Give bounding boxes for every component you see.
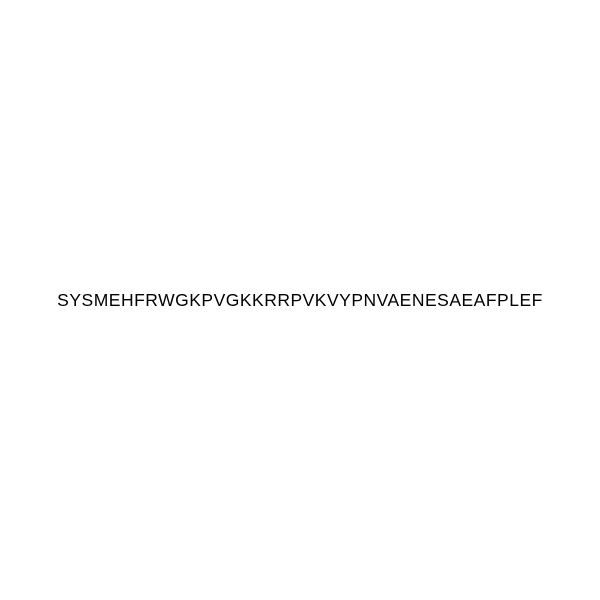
peptide-sequence: SYSMEHFRWGKPVGKKRRPVKVYPNVAENESAEAFPLEF [57, 290, 543, 311]
